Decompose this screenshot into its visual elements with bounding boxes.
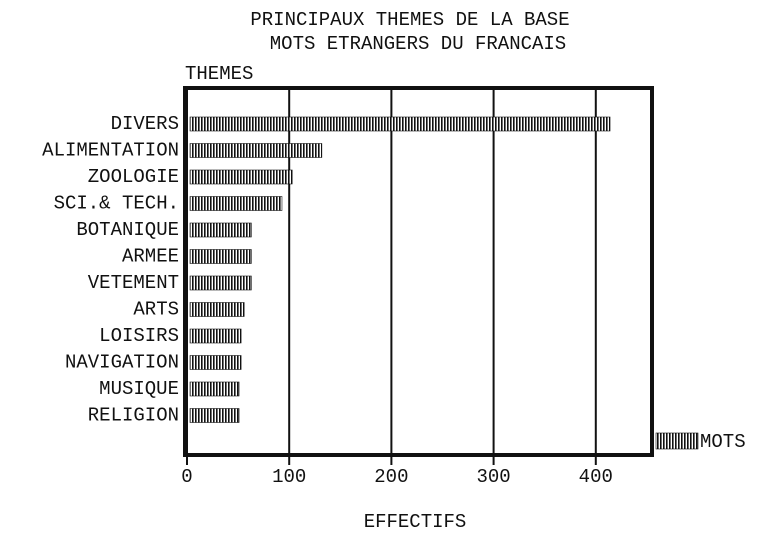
y-tick-label: LOISIRS: [99, 325, 179, 347]
y-tick-label: ARTS: [133, 299, 179, 321]
y-tick-label: ARMEE: [122, 246, 179, 268]
x-axis-label: EFFECTIFS: [364, 511, 467, 533]
chart-title: PRINCIPAUX THEMES DE LA BASE: [250, 9, 569, 31]
y-tick-label: DIVERS: [111, 113, 179, 135]
y-tick-label: RELIGION: [88, 405, 179, 427]
x-tick-label: 300: [476, 466, 510, 488]
bar: [189, 355, 242, 370]
legend-swatch: [655, 432, 699, 450]
x-tick-label: 0: [181, 466, 192, 488]
plot-frame: [183, 86, 654, 457]
x-tick-label: 400: [579, 466, 613, 488]
y-axis-label: THEMES: [185, 63, 253, 85]
x-tick-label: 200: [374, 466, 408, 488]
y-tick-label: BOTANIQUE: [76, 219, 179, 241]
chart-subtitle: MOTS ETRANGERS DU FRANCAIS: [270, 33, 566, 55]
bar: [189, 275, 252, 291]
bar: [189, 222, 252, 238]
bar: [189, 196, 283, 211]
bar: [189, 302, 245, 317]
x-tick-label: 100: [272, 466, 306, 488]
y-tick-label: MUSIQUE: [99, 378, 179, 400]
y-tick-label: ALIMENTATION: [42, 140, 179, 162]
bar: [189, 116, 611, 132]
bar: [189, 408, 240, 423]
y-tick-label: VETEMENT: [88, 272, 179, 294]
y-tick-label: SCI.& TECH.: [54, 193, 179, 215]
bar: [189, 249, 252, 264]
bar: [189, 381, 240, 397]
bar: [189, 143, 323, 158]
bar: [189, 328, 242, 344]
y-tick-label: ZOOLOGIE: [88, 166, 179, 188]
bar: [189, 169, 293, 185]
y-tick-label: NAVIGATION: [65, 352, 179, 374]
legend-label: MOTS: [700, 431, 746, 453]
